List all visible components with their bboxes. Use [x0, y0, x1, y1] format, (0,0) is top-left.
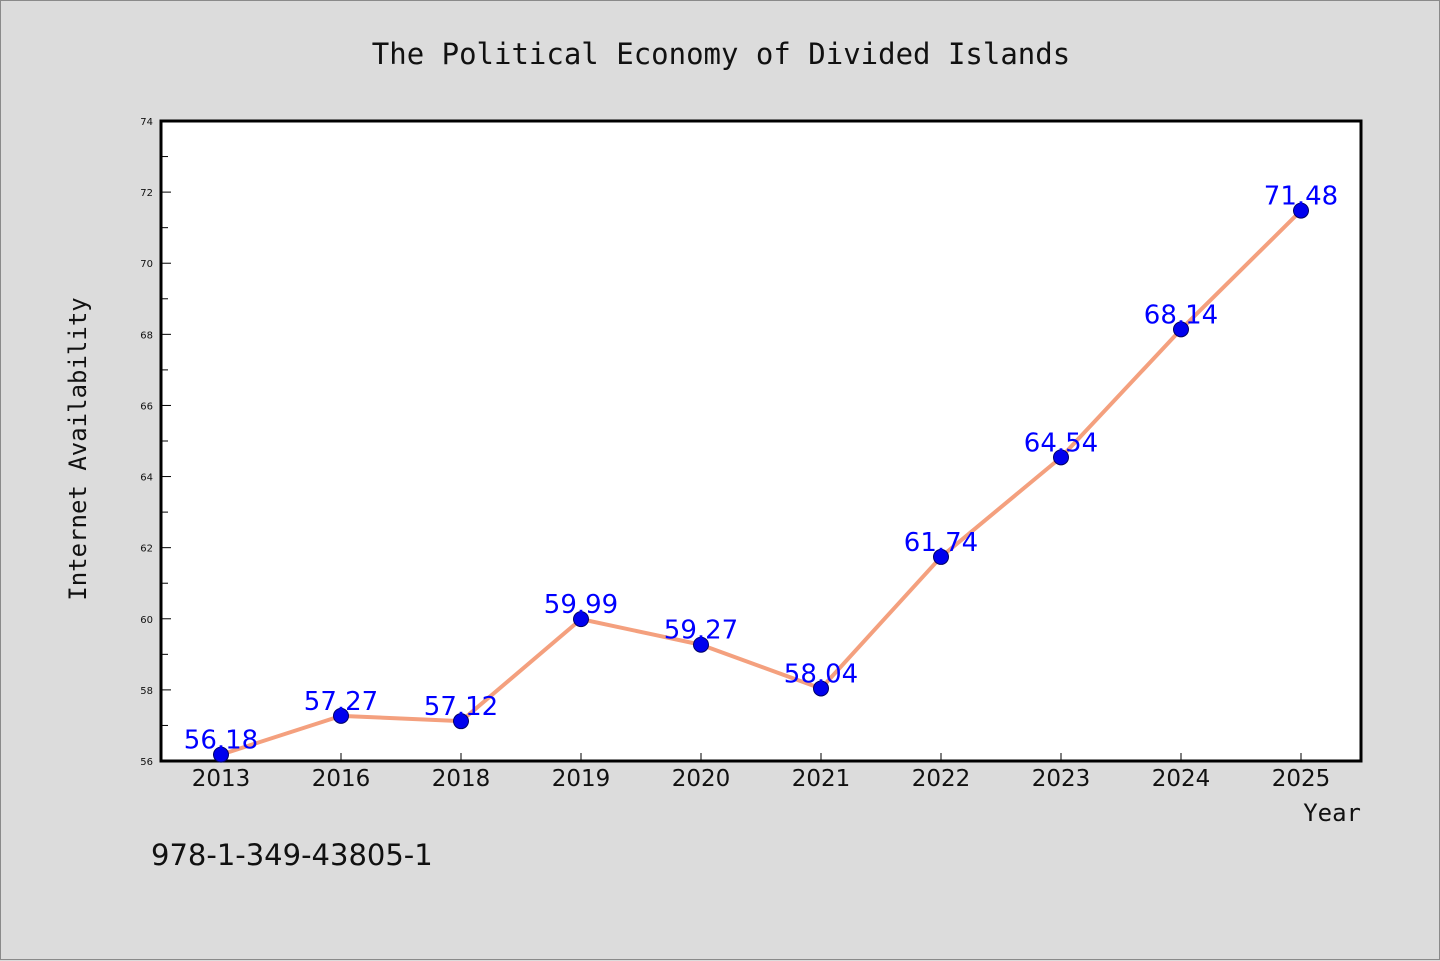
y-tick-label: 72 — [140, 188, 153, 199]
y-axis: 56 58 60 62 64 66 68 70 72 74 — [140, 117, 171, 768]
data-label: 56.18 — [184, 726, 258, 756]
x-tick-label: 2021 — [792, 766, 851, 792]
x-tick-label: 2023 — [1032, 766, 1091, 792]
y-tick-label: 56 — [140, 757, 153, 768]
x-axis-label: Year — [1303, 799, 1361, 827]
y-tick-label: 68 — [140, 330, 153, 341]
data-point — [693, 636, 709, 653]
data-point — [213, 746, 229, 763]
data-series: 56.18 57.27 57.12 59.99 59.27 58.04 61.74 64.54… — [184, 182, 1338, 763]
chart-title: The Political Economy of Divided Islands — [372, 37, 1070, 71]
x-tick-label: 2025 — [1272, 766, 1331, 792]
data-point — [333, 707, 349, 724]
y-tick-label: 64 — [140, 473, 153, 484]
x-tick-label: 2020 — [672, 766, 731, 792]
data-label: 71.48 — [1264, 182, 1338, 212]
data-label: 64.54 — [1024, 428, 1098, 458]
x-tick-label: 2022 — [912, 766, 971, 792]
series-line — [220, 209, 1303, 757]
y-tick-label: 70 — [140, 259, 153, 270]
data-label: 58.04 — [784, 659, 858, 689]
x-tick-label: 2019 — [552, 766, 611, 792]
x-axis: 2013 2016 2018 2019 2020 2021 2022 2023 2024 2025 — [192, 753, 1331, 792]
data-point — [453, 713, 469, 730]
data-label: 59.27 — [664, 616, 738, 646]
y-tick-label: 74 — [140, 117, 153, 128]
plot-area — [159, 119, 1363, 763]
x-tick-label: 2016 — [312, 766, 371, 792]
data-point — [933, 548, 949, 565]
data-label: 57.27 — [304, 687, 378, 717]
y-tick-label: 58 — [140, 686, 153, 697]
y-axis-label: Internet Availability — [64, 297, 92, 600]
x-tick-label: 2013 — [192, 766, 251, 792]
data-point — [573, 611, 589, 628]
x-tick-label: 2018 — [432, 766, 491, 792]
data-point — [1053, 449, 1069, 466]
data-point — [813, 680, 829, 697]
data-point — [1293, 202, 1309, 219]
data-label: 57.12 — [424, 692, 498, 722]
data-label: 59.99 — [544, 590, 618, 620]
y-tick-label: 66 — [140, 401, 153, 412]
y-tick-label: 62 — [140, 544, 153, 555]
data-label: 68.14 — [1144, 300, 1218, 330]
isbn-label: 978-1-349-43805-1 — [151, 838, 433, 872]
x-tick-label: 2024 — [1152, 766, 1211, 792]
data-label: 61.74 — [904, 528, 978, 558]
y-tick-label: 60 — [140, 615, 153, 626]
plot-frame — [159, 119, 1363, 763]
data-point — [1173, 321, 1189, 338]
